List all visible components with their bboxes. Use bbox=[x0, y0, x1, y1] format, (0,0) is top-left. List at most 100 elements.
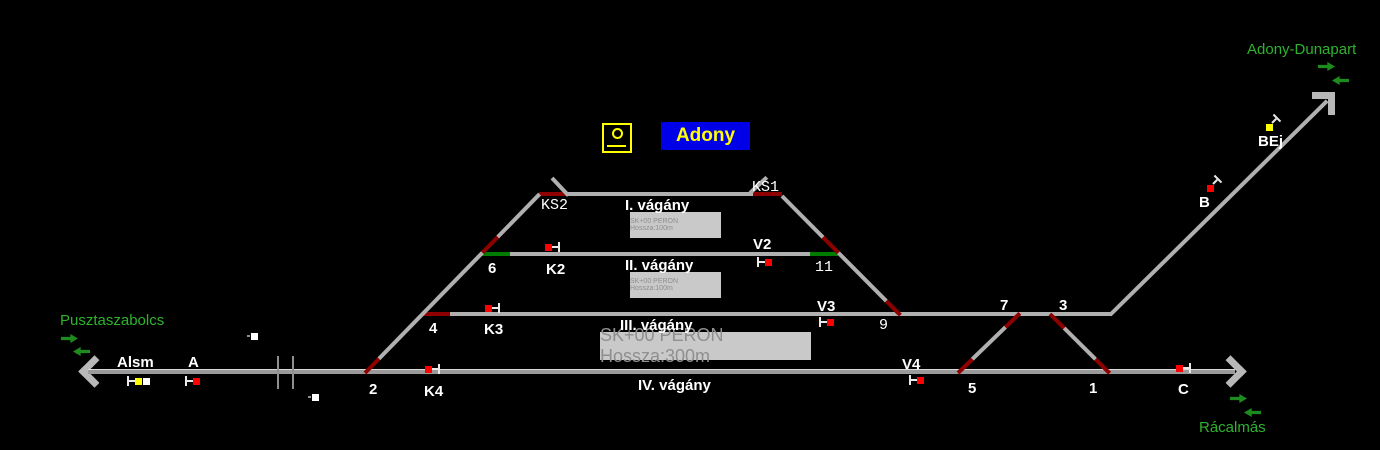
signal-stem bbox=[821, 321, 827, 323]
track-1-line bbox=[566, 192, 754, 196]
signal-stem bbox=[187, 380, 193, 382]
signal-stem bbox=[1183, 367, 1189, 369]
diagonal-line-to-dunapart bbox=[1108, 99, 1329, 317]
signal-ks1-label: KS1 bbox=[752, 179, 780, 196]
signal-red-lamp bbox=[545, 243, 552, 251]
signal-a-label: A bbox=[188, 354, 199, 371]
signal-k2-lamps[interactable] bbox=[545, 242, 560, 252]
station-icon-clock bbox=[612, 128, 623, 139]
signal-red-lamp bbox=[765, 258, 772, 266]
signal-v2-label: V2 bbox=[753, 236, 772, 253]
track-1-section-ks2 bbox=[539, 192, 568, 196]
signal-b-lamp[interactable] bbox=[1207, 185, 1214, 192]
switch-9-label[interactable]: 9 bbox=[879, 317, 889, 334]
track-4-line bbox=[88, 369, 1235, 374]
signal-stem bbox=[492, 307, 498, 309]
signal-red-lamp bbox=[1176, 364, 1183, 372]
signal-bracket bbox=[909, 375, 911, 385]
signal-ks2-label: KS2 bbox=[541, 197, 569, 214]
signal-stem bbox=[759, 261, 765, 263]
signal-white-lamp bbox=[143, 377, 150, 385]
white-indicator-lamp[interactable] bbox=[247, 333, 258, 340]
signal-bracket bbox=[438, 364, 440, 374]
signal-v4-label: V4 bbox=[902, 356, 921, 373]
track-3-label: III. vágány bbox=[620, 317, 693, 334]
signal-k4-lamps[interactable] bbox=[425, 364, 440, 374]
signal-bracket bbox=[498, 303, 500, 313]
platform-label-track1: SK+00 PERON Hossza:100m bbox=[630, 212, 721, 238]
signal-c-lamps[interactable] bbox=[1176, 363, 1191, 373]
signal-bracket bbox=[757, 257, 759, 267]
station-name-label: Adony bbox=[675, 125, 736, 146]
signal-red-lamp bbox=[485, 304, 492, 312]
station-building-icon bbox=[602, 123, 632, 153]
signal-bracket bbox=[1189, 363, 1191, 373]
track-2-label: II. vágány bbox=[625, 257, 694, 274]
signal-b-label: B bbox=[1199, 194, 1210, 211]
signal-stem bbox=[129, 380, 135, 382]
diagonal-west-ladder bbox=[363, 192, 542, 375]
signal-k3-label: K3 bbox=[484, 321, 504, 338]
signal-v3-lamps[interactable] bbox=[819, 317, 834, 327]
switch-1-label[interactable]: 1 bbox=[1089, 380, 1098, 397]
direction-arrow-west-right-icon bbox=[61, 334, 78, 343]
signal-yellow-lamp bbox=[135, 377, 142, 385]
direction-label-racalmas: Rácalmás bbox=[1199, 419, 1266, 436]
signal-stem bbox=[911, 379, 917, 381]
signal-k3-lamps[interactable] bbox=[485, 303, 500, 313]
signal-bej-label: BEj bbox=[1258, 133, 1284, 150]
direction-label-pusztaszabolcs: Pusztaszabolcs bbox=[60, 312, 165, 329]
signal-red-lamp bbox=[193, 377, 200, 385]
signal-bracket bbox=[185, 376, 187, 386]
track-4-label: IV. vágány bbox=[638, 377, 711, 394]
lamp-mount-tick bbox=[308, 396, 311, 398]
direction-label-adony-dunapart: Adony-Dunapart bbox=[1247, 41, 1357, 58]
switch-6-label[interactable]: 6 bbox=[488, 260, 497, 277]
signal-bracket bbox=[819, 317, 821, 327]
signal-red-lamp bbox=[827, 318, 834, 326]
white-indicator-lamp[interactable] bbox=[308, 394, 319, 401]
lamp-mount-tick bbox=[247, 335, 250, 337]
signal-red-lamp bbox=[425, 365, 432, 373]
signal-v2-lamps[interactable] bbox=[757, 257, 772, 267]
signal-stem bbox=[432, 368, 438, 370]
direction-arrow-southeast-right-icon bbox=[1230, 394, 1247, 403]
signal-stem bbox=[552, 246, 558, 248]
track-1-section-ks1 bbox=[753, 192, 782, 196]
direction-arrow-northeast-right-icon bbox=[1318, 62, 1335, 71]
insulation-joint-marker bbox=[292, 356, 294, 389]
direction-arrow-southeast-left-icon bbox=[1244, 408, 1261, 417]
insulation-joint-marker bbox=[277, 356, 279, 389]
track-2-line bbox=[482, 252, 838, 256]
signal-red-lamp bbox=[917, 376, 924, 384]
station-name: Adony bbox=[661, 122, 750, 150]
signal-k2-label: K2 bbox=[546, 261, 566, 278]
crossover-3-1 bbox=[1048, 312, 1112, 375]
signal-v3-label: V3 bbox=[817, 298, 836, 315]
signal-c-label: C bbox=[1178, 381, 1189, 398]
signal-v4-lamps[interactable] bbox=[909, 375, 924, 385]
signal-alsm-label: Alsm bbox=[117, 354, 154, 371]
signal-bracket bbox=[127, 376, 129, 386]
line-end-arrow-northeast-icon bbox=[1312, 92, 1335, 115]
switch-3-label[interactable]: 3 bbox=[1059, 297, 1068, 314]
switch-4-label[interactable]: 4 bbox=[429, 320, 438, 337]
direction-arrow-west-left-icon bbox=[73, 347, 90, 356]
switch-7-label[interactable]: 7 bbox=[1000, 297, 1009, 314]
platform-label-track2: SK+00 PERON Hossza:100m bbox=[630, 272, 721, 298]
switch-11-label[interactable]: 11 bbox=[815, 259, 834, 276]
track-3-line bbox=[422, 312, 1111, 316]
switch-5-label[interactable]: 5 bbox=[968, 380, 977, 397]
platform-label-track3: SK+00 PERON Hossza:300m bbox=[600, 325, 811, 366]
signal-bracket bbox=[558, 242, 560, 252]
signal-a-lamps[interactable] bbox=[185, 376, 200, 386]
signal-alsm-lamps[interactable] bbox=[127, 376, 150, 386]
signal-bej-lamp[interactable] bbox=[1266, 124, 1273, 131]
crossover-5-7 bbox=[956, 311, 1022, 375]
station-icon-base bbox=[607, 145, 626, 147]
signal-k4-label: K4 bbox=[424, 383, 444, 400]
track-1-label: I. vágány bbox=[625, 197, 690, 214]
switch-2-label[interactable]: 2 bbox=[369, 381, 378, 398]
direction-arrow-northeast-left-icon bbox=[1332, 76, 1349, 85]
